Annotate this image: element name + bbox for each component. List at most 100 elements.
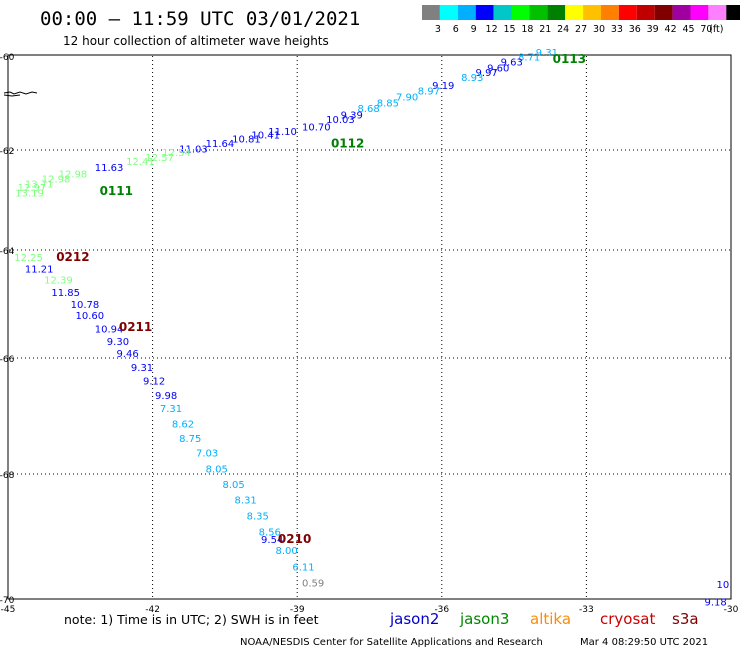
swh-label: 7.90 bbox=[396, 93, 418, 104]
swh-label: 9.60 bbox=[487, 64, 509, 75]
swh-label: 0.59 bbox=[302, 579, 324, 590]
scale-swatch bbox=[583, 5, 601, 20]
plot-frame bbox=[7, 54, 732, 600]
y-tick-label: -66 bbox=[0, 355, 15, 365]
scale-label: 21 bbox=[539, 24, 551, 35]
axis-ticks: -45 -42 -39 -36 -33 -30 -60 -62 -64 -66 -68 -70 bbox=[0, 53, 739, 615]
swh-label: 9.31 bbox=[131, 363, 153, 374]
scale-swatch bbox=[636, 5, 655, 20]
swh-label: 12.25 bbox=[14, 253, 43, 264]
x-tick-label: -33 bbox=[579, 605, 594, 615]
y-tick-label: -68 bbox=[0, 471, 15, 481]
swh-label: 9.54 bbox=[261, 535, 283, 546]
swh-label: 10.70 bbox=[302, 122, 331, 133]
scale-swatch bbox=[439, 5, 458, 20]
scale-label: 15 bbox=[503, 24, 515, 35]
swh-label: 7.03 bbox=[196, 449, 218, 460]
scale-swatch bbox=[511, 5, 530, 20]
scale-swatch bbox=[690, 5, 709, 20]
swh-label: 12.98 bbox=[42, 175, 71, 186]
scale-label: 27 bbox=[575, 24, 587, 35]
swh-label: 11.03 bbox=[179, 145, 208, 156]
legend-jason2: jason2 bbox=[389, 610, 439, 628]
swh-label: 8.68 bbox=[357, 104, 379, 115]
satellite-legend: jason2 jason3 altika cryosat s3a bbox=[389, 610, 699, 628]
x-tick-label: -36 bbox=[434, 605, 449, 615]
swh-label: 10.41 bbox=[251, 130, 280, 141]
pass-label: 0113 bbox=[553, 52, 586, 66]
scale-label: 9 bbox=[471, 24, 477, 35]
swh-label: 11.21 bbox=[25, 265, 54, 276]
pass-label: 0112 bbox=[331, 137, 364, 151]
swh-label: 9.19 bbox=[432, 81, 454, 92]
scale-label: 12 bbox=[486, 24, 498, 35]
footer-credit: NOAA/NESDIS Center for Satellite Applica… bbox=[240, 637, 543, 648]
pass-label: 0211 bbox=[119, 320, 152, 334]
scale-label: 33 bbox=[611, 24, 623, 35]
swh-label: 13.71 bbox=[25, 180, 54, 191]
swh-label: 8.75 bbox=[179, 434, 201, 445]
swh-label: 8.05 bbox=[206, 464, 228, 475]
swh-label: 9.30 bbox=[107, 337, 129, 348]
scale-label: (ft) bbox=[709, 24, 723, 35]
scale-swatch bbox=[493, 5, 512, 20]
swh-label: 9.18 bbox=[704, 597, 726, 608]
swh-label: 10.94 bbox=[95, 325, 124, 336]
swh-label: 8.35 bbox=[247, 512, 269, 523]
scale-swatch bbox=[601, 5, 619, 20]
scale-swatch bbox=[726, 5, 740, 20]
swh-label: 10. bbox=[717, 580, 733, 591]
scale-swatch bbox=[457, 5, 476, 20]
scale-swatch bbox=[565, 5, 584, 20]
scale-label: 42 bbox=[665, 24, 677, 35]
swh-label: 10.03 bbox=[326, 115, 355, 126]
scale-swatch bbox=[547, 5, 566, 20]
swh-label: 6.11 bbox=[292, 562, 314, 573]
y-tick-label: -60 bbox=[0, 53, 15, 63]
swh-label: 8.62 bbox=[172, 420, 194, 431]
scale-swatch bbox=[672, 5, 691, 20]
swh-label: 11.85 bbox=[51, 288, 80, 299]
scale-label: 45 bbox=[682, 24, 694, 35]
swh-label: 8.71 bbox=[518, 53, 540, 64]
swh-label: 11.64 bbox=[206, 139, 235, 150]
swh-label: 9.98 bbox=[155, 391, 177, 402]
pass-label: 0212 bbox=[56, 250, 89, 264]
swh-label: 8.97 bbox=[418, 87, 440, 98]
scale-swatch bbox=[618, 5, 637, 20]
legend-altika: altika bbox=[530, 610, 571, 628]
swh-label: 12.41 bbox=[126, 157, 155, 168]
swh-label: 13.19 bbox=[15, 189, 44, 200]
scale-label: 6 bbox=[453, 24, 459, 35]
swh-label: 10.60 bbox=[75, 311, 104, 322]
scale-label: 3 bbox=[435, 24, 441, 35]
scale-label: 36 bbox=[629, 24, 641, 35]
swh-label: 12.97 bbox=[18, 183, 47, 194]
swh-label: 8.56 bbox=[259, 527, 281, 538]
swh-label: 8.05 bbox=[222, 480, 244, 491]
swh-label: 10.78 bbox=[71, 300, 100, 311]
swh-label: 8.00 bbox=[276, 546, 298, 557]
grid-lines bbox=[9, 56, 730, 598]
swh-label: 11.10 bbox=[268, 127, 297, 138]
scale-label: 30 bbox=[593, 24, 605, 35]
x-tick-label: -30 bbox=[724, 605, 739, 615]
x-tick-label: -45 bbox=[1, 605, 16, 615]
swh-label: 11.63 bbox=[95, 163, 124, 174]
scale-swatch bbox=[422, 5, 440, 20]
swh-label: 9.46 bbox=[116, 349, 138, 360]
swh-label: 9.12 bbox=[143, 377, 165, 388]
legend-s3a: s3a bbox=[672, 610, 699, 628]
color-scale-legend: 3 6 9 12 15 18 21 24 27 30 33 36 39 42 45 70(ft) bbox=[422, 5, 740, 35]
footer-note: note: 1) Time is in UTC; 2) SWH is in fe… bbox=[64, 612, 319, 627]
legend-jason3: jason3 bbox=[459, 610, 509, 628]
y-tick-label: -62 bbox=[0, 147, 14, 157]
scale-label: 18 bbox=[521, 24, 533, 35]
scale-swatch bbox=[475, 5, 494, 20]
swh-label: 9.63 bbox=[501, 57, 523, 68]
pass-label: 0111 bbox=[100, 184, 133, 198]
scale-label: 70 bbox=[700, 24, 712, 35]
swh-label: 9.39 bbox=[341, 111, 363, 122]
coastline-fragment bbox=[3, 91, 38, 97]
